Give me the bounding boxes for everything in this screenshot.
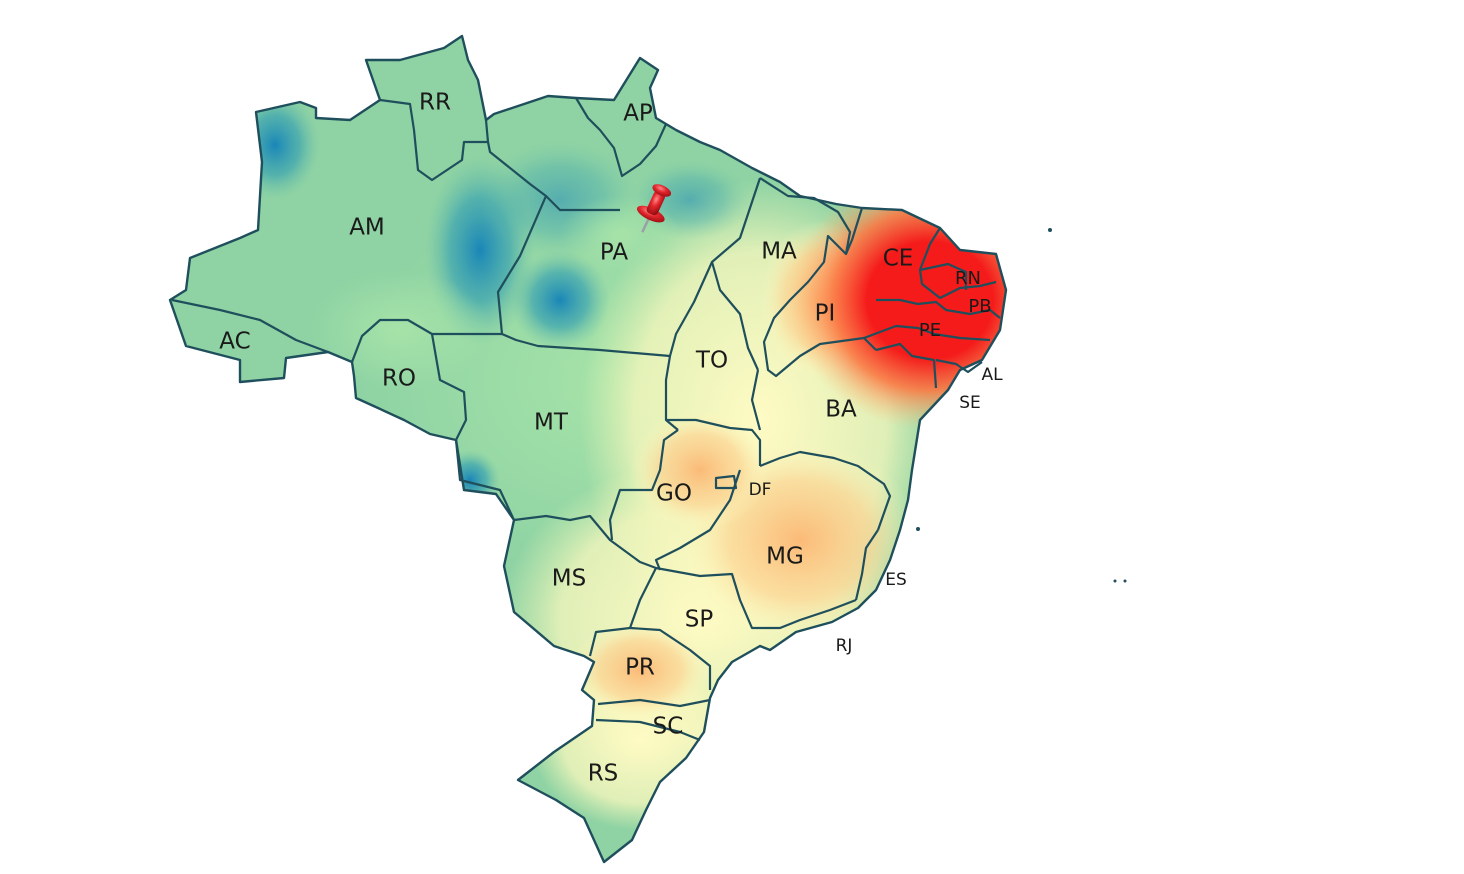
heat-field: [170, 36, 1006, 862]
state-label: PA: [600, 240, 628, 266]
state-label: SP: [685, 607, 714, 633]
state-label: DF: [749, 480, 772, 500]
state-label: TO: [695, 348, 728, 374]
state-label: PB: [968, 296, 991, 317]
state-label: RO: [382, 366, 416, 392]
pushpin-icon[interactable]: [629, 180, 678, 239]
state-label: SE: [959, 393, 981, 413]
state-label: AC: [219, 329, 250, 355]
state-borders: [171, 97, 1001, 742]
state-label: MA: [761, 239, 797, 265]
state-label: BA: [825, 397, 857, 423]
state-label: SC: [653, 714, 684, 740]
state-label: PI: [815, 301, 836, 327]
state-label: ES: [885, 570, 907, 590]
state-label: AM: [349, 215, 385, 241]
state-label: RS: [588, 761, 619, 787]
state-label: GO: [656, 481, 692, 507]
islands: [916, 228, 1127, 583]
state-label: MS: [552, 566, 586, 592]
state-label: AP: [623, 101, 653, 127]
state-label: RN: [955, 268, 981, 289]
state-labels: RR AP AM PA MA CE RN PB PI PE AC RO TO A…: [219, 90, 1003, 787]
state-label: PE: [919, 320, 941, 341]
state-label: MT: [534, 410, 569, 436]
state-label: RJ: [836, 636, 853, 656]
state-label: PR: [625, 655, 655, 681]
state-label: RR: [419, 90, 451, 116]
state-label: AL: [981, 365, 1003, 385]
state-label: CE: [883, 246, 914, 272]
state-label: MG: [766, 544, 804, 570]
